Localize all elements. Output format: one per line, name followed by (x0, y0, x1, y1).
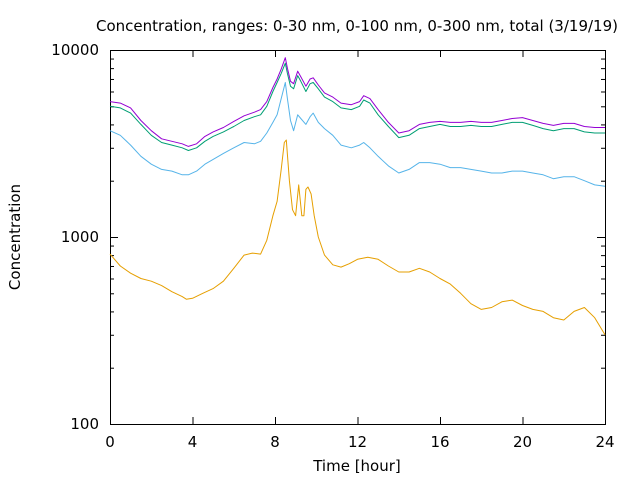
x-tick-label: 8 (270, 433, 280, 451)
axis-ticks (110, 50, 606, 425)
y-tick-label: 1000 (61, 228, 99, 246)
series-line-2 (109, 82, 606, 187)
x-tick-label: 12 (348, 433, 367, 451)
chart-title: Concentration, ranges: 0-30 nm, 0-100 nm… (96, 17, 618, 35)
y-tick-label: 100 (70, 415, 99, 433)
y-tick-label: 10000 (51, 41, 99, 59)
series-group (109, 57, 606, 336)
series-line-1 (109, 139, 606, 336)
series-line-4 (109, 57, 605, 147)
x-tick-label: 24 (595, 433, 614, 451)
tick-labels: 0 4 8 12 16 20 24 100 1000 10000 (51, 41, 614, 451)
x-tick-label: 4 (188, 433, 198, 451)
x-tick-label: 0 (105, 433, 115, 451)
x-tick-label: 16 (430, 433, 449, 451)
x-tick-label: 20 (513, 433, 532, 451)
x-axis-label: Time [hour] (312, 457, 401, 475)
y-axis-label: Concentration (6, 184, 24, 290)
series-line-3 (109, 62, 605, 151)
